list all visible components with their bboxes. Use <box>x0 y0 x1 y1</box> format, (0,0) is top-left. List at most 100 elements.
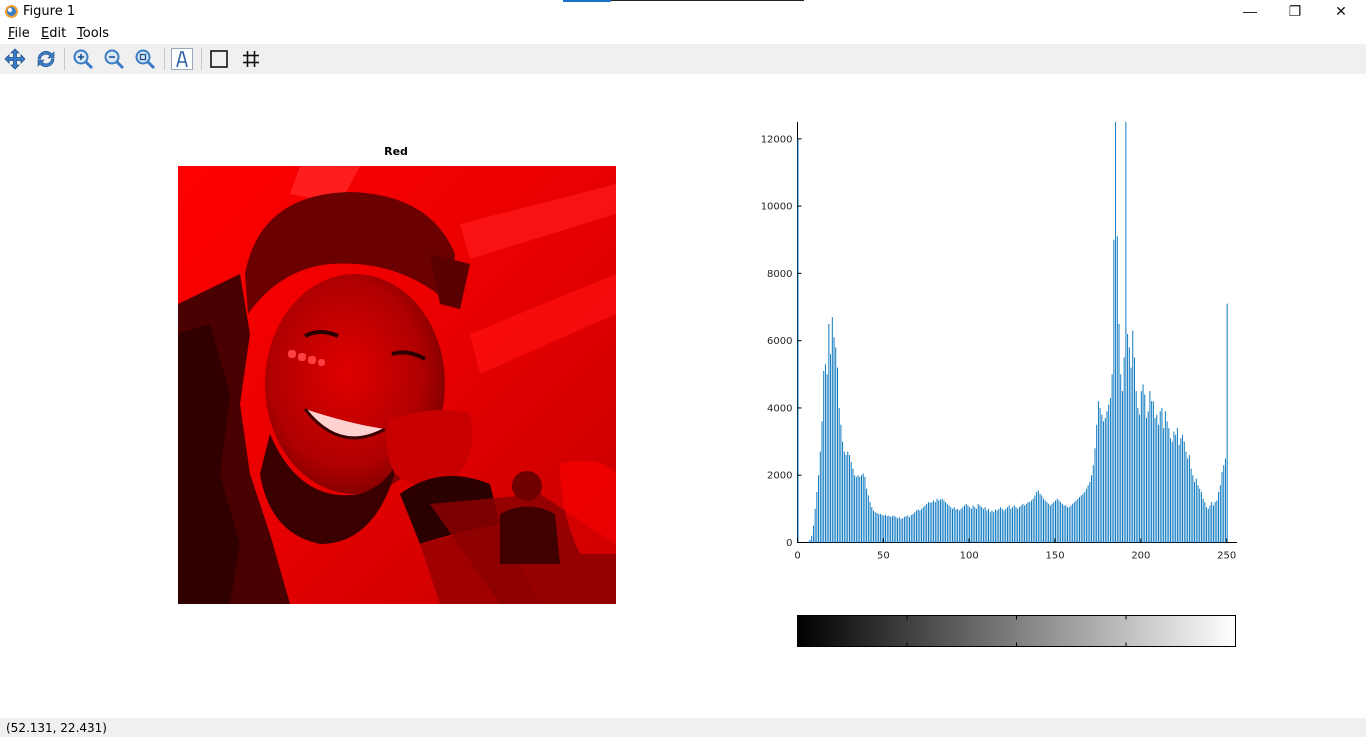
histogram-bar <box>866 488 868 543</box>
menu-edit[interactable]: Edit <box>41 26 67 41</box>
histogram-bar <box>1029 502 1031 543</box>
rotate-icon[interactable] <box>34 47 58 71</box>
histogram-bar <box>955 509 957 543</box>
histogram-bar <box>1164 411 1166 543</box>
red-channel-image[interactable] <box>178 166 616 604</box>
histogram-bar <box>840 424 842 543</box>
histogram-bar <box>922 507 924 543</box>
histogram-bar <box>1161 407 1163 543</box>
histogram-bar <box>1175 434 1177 543</box>
figure-canvas[interactable]: Red <box>0 74 1366 718</box>
figure-svg: Red <box>178 122 1237 647</box>
histogram-bar <box>1176 428 1178 543</box>
histogram-bar <box>948 505 950 543</box>
histogram-bar <box>1149 391 1151 543</box>
histogram-bar <box>1072 503 1074 543</box>
taskbar-accent-line <box>611 0 804 1</box>
histogram-bar <box>812 525 814 543</box>
histogram-bar <box>891 516 893 543</box>
zoom-out-icon[interactable] <box>102 47 126 71</box>
histogram-bar <box>1003 510 1005 543</box>
histogram-bar <box>898 517 900 543</box>
histogram-bar <box>1106 411 1108 543</box>
histogram-bar <box>1041 495 1043 543</box>
histogram-bar <box>1061 503 1063 543</box>
histogram-bar <box>1200 492 1202 543</box>
histogram-bar <box>938 500 940 543</box>
histogram-bar <box>967 505 969 543</box>
histogram-bar <box>1037 490 1039 543</box>
histogram-bar <box>1063 505 1065 543</box>
histogram-bar <box>1111 374 1113 543</box>
histogram-bar <box>1206 507 1208 543</box>
window-title: Figure 1 <box>23 4 76 19</box>
histogram-bar <box>1132 330 1134 543</box>
zoom-in-icon[interactable] <box>71 47 95 71</box>
histogram-bar <box>886 516 888 543</box>
histogram-bar <box>869 502 871 543</box>
histogram-axes[interactable]: 0 50 100 150 200 250 0 2000 4000 6000 8000 10000 12… <box>761 122 1237 562</box>
histogram-bar <box>1087 485 1089 543</box>
histogram-bar <box>845 455 847 543</box>
close-button[interactable]: ✕ <box>1335 3 1347 19</box>
pan-icon[interactable] <box>3 47 27 71</box>
histogram-bar <box>874 512 876 543</box>
histogram-bar <box>981 507 983 543</box>
histogram-bar <box>1115 122 1117 543</box>
histogram-bar <box>1113 239 1115 543</box>
histogram-bar <box>1182 434 1183 543</box>
histogram-bar <box>1051 503 1053 543</box>
histogram-bar <box>885 514 886 543</box>
histogram-bar <box>952 508 953 543</box>
histogram-bar <box>909 517 911 543</box>
histogram-bar <box>1043 498 1044 543</box>
histogram-bar <box>883 515 885 543</box>
histogram-bar <box>859 476 861 543</box>
histogram-bar <box>1219 485 1221 543</box>
histogram-bar <box>831 317 833 543</box>
histogram-bar <box>969 507 971 543</box>
histogram-bar <box>878 513 880 543</box>
histogram-bar <box>1085 488 1087 543</box>
histogram-bar <box>873 510 874 543</box>
histogram-bar <box>939 499 941 543</box>
histogram-bar <box>1140 391 1142 543</box>
histogram-bar <box>994 509 996 543</box>
histogram-bar <box>926 503 928 543</box>
histogram-bar <box>1137 407 1139 543</box>
histogram-bar <box>816 492 818 543</box>
histogram-bar <box>927 502 929 543</box>
histogram-bar <box>903 516 905 543</box>
histogram-bar <box>861 475 862 543</box>
y-tick-label: 4000 <box>767 403 792 414</box>
histogram-bar <box>958 510 960 543</box>
insert-text-icon[interactable] <box>170 47 194 71</box>
histogram-bar <box>1214 502 1216 543</box>
maximize-button[interactable]: ❐ <box>1288 3 1302 19</box>
axes-box-icon[interactable] <box>207 47 231 71</box>
histogram-bar <box>1067 507 1068 543</box>
minimize-button[interactable]: — <box>1243 3 1257 19</box>
histogram-bar <box>893 515 895 543</box>
histogram-bar <box>879 513 881 543</box>
menu-file[interactable]: File <box>8 26 30 41</box>
histogram-bar <box>1125 122 1127 543</box>
cursor-coordinates: (52.131, 22.431) <box>6 721 107 735</box>
histogram-bar <box>1216 500 1218 543</box>
histogram-bar <box>1044 500 1046 543</box>
histogram-bar <box>972 505 974 543</box>
histogram-bar <box>1188 455 1190 543</box>
histogram-bar <box>1144 394 1146 543</box>
histogram-bar <box>1077 498 1079 543</box>
histogram-bar <box>814 508 816 543</box>
grid-icon[interactable] <box>239 47 263 71</box>
histogram-bar <box>1139 414 1141 543</box>
histogram-bar <box>1156 414 1158 543</box>
menu-tools[interactable]: Tools <box>77 26 110 41</box>
histogram-bar <box>876 512 878 543</box>
taskbar-accent <box>563 0 611 2</box>
histogram-bar <box>826 374 828 543</box>
zoom-reset-icon[interactable] <box>133 47 157 71</box>
histogram-bar <box>818 475 820 543</box>
histogram-bar <box>849 455 850 543</box>
